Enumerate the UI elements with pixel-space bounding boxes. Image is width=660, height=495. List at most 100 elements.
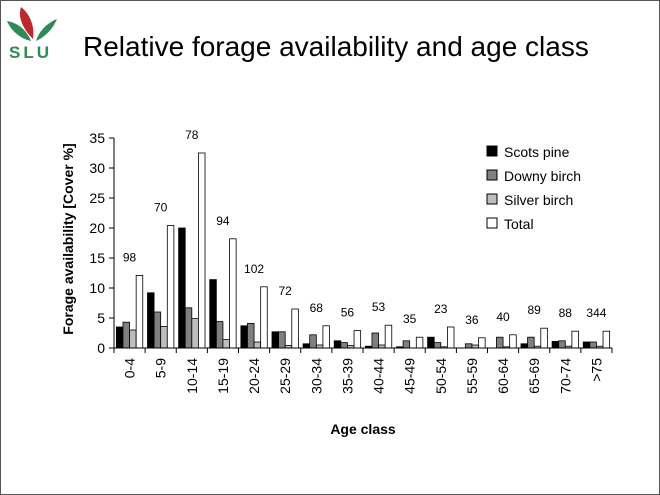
bar xyxy=(147,292,155,349)
bar xyxy=(384,324,393,349)
bar xyxy=(415,336,424,349)
bar xyxy=(478,337,486,349)
bar xyxy=(333,340,342,349)
bar xyxy=(558,340,566,349)
bar xyxy=(191,318,199,349)
bar xyxy=(247,322,255,349)
x-tick-label: 0-4 xyxy=(122,358,138,378)
bar xyxy=(215,321,224,349)
count-annotation: 53 xyxy=(372,300,386,314)
logo-leaf-green-left xyxy=(7,21,31,41)
bar xyxy=(551,340,560,349)
count-annotation: 89 xyxy=(528,303,542,317)
bar xyxy=(178,227,186,349)
bar xyxy=(464,343,473,349)
x-tick-label: 55-59 xyxy=(464,358,480,394)
legend-swatch xyxy=(486,217,498,229)
x-tick-label: 45-49 xyxy=(402,358,418,394)
bar xyxy=(571,330,579,349)
bar xyxy=(278,331,286,349)
count-annotation: 94 xyxy=(216,214,230,228)
bar xyxy=(322,325,330,349)
count-annotations: 98 70 78 94 102 72 68 56 53 35 23 36 40 89 88 344 xyxy=(123,128,607,327)
bar xyxy=(166,225,175,349)
bar xyxy=(240,325,248,349)
bar xyxy=(253,341,262,349)
count-annotation: 36 xyxy=(465,313,479,327)
count-annotation: 35 xyxy=(403,312,417,326)
bar xyxy=(589,341,597,349)
slu-logo xyxy=(7,7,57,41)
y-tick-label: 20 xyxy=(89,220,105,236)
x-tick-label: 50-54 xyxy=(433,358,449,394)
legend: Scots pine Downy birch Silver birch Total xyxy=(486,144,581,232)
bar xyxy=(198,152,206,349)
bar xyxy=(582,341,591,349)
x-tick-label: 20-24 xyxy=(246,358,262,394)
bar xyxy=(520,343,528,349)
bar xyxy=(271,331,279,349)
bar xyxy=(153,311,162,349)
y-tick-label: 10 xyxy=(89,280,105,296)
x-tick-label: 35-39 xyxy=(339,358,355,394)
x-tick-label: 10-14 xyxy=(184,358,200,394)
bar xyxy=(160,325,168,349)
count-annotation: 40 xyxy=(496,310,510,324)
y-tick-label: 5 xyxy=(97,310,105,326)
bar xyxy=(427,336,435,349)
y-tick-label: 25 xyxy=(89,190,105,206)
legend-label: Total xyxy=(504,216,534,232)
bar xyxy=(302,343,311,349)
bar xyxy=(222,339,230,349)
count-annotation: 102 xyxy=(244,262,264,276)
x-tick-label: 65-69 xyxy=(526,358,542,394)
count-annotation: 56 xyxy=(341,306,355,320)
count-annotation: 72 xyxy=(279,284,293,298)
count-annotation: 344 xyxy=(586,306,606,320)
bar xyxy=(353,330,362,349)
x-tick-label: 30-34 xyxy=(308,358,324,394)
x-tick-label: 15-19 xyxy=(215,358,231,394)
bar xyxy=(209,279,217,349)
bar xyxy=(433,342,442,349)
x-tick-label: 5-9 xyxy=(153,358,169,378)
bar xyxy=(122,321,130,349)
bar xyxy=(309,334,317,349)
bar xyxy=(447,326,455,349)
bars xyxy=(115,152,611,349)
bar xyxy=(129,329,137,349)
slide-title: Relative forage availability and age cla… xyxy=(83,31,589,62)
bar xyxy=(229,238,237,349)
count-annotation: 78 xyxy=(185,128,199,142)
y-axis-title: Forage availability [Cover %] xyxy=(60,143,76,334)
bar xyxy=(291,308,299,349)
x-tick-label: 60-64 xyxy=(495,358,511,394)
bar xyxy=(340,342,348,349)
count-annotation: 88 xyxy=(559,306,573,320)
legend-swatch xyxy=(486,169,498,181)
count-annotation: 68 xyxy=(310,301,324,315)
bar xyxy=(184,307,193,349)
x-tick-label: 40-44 xyxy=(371,358,387,394)
bar xyxy=(402,340,411,349)
bar xyxy=(509,334,517,349)
x-axis: 0-4 5-9 10-14 15-19 20-24 25-29 30-34 35-39 40-4… xyxy=(113,347,613,394)
legend-label: Silver birch xyxy=(504,192,573,208)
y-tick-label: 35 xyxy=(89,130,105,146)
logo-leaf-red xyxy=(19,7,34,39)
logo-leaf-green-right xyxy=(36,19,57,41)
bar xyxy=(496,336,504,349)
count-annotation: 70 xyxy=(154,201,168,215)
bar xyxy=(135,274,144,349)
logo-text: SLU xyxy=(9,43,52,62)
bar xyxy=(602,330,611,349)
count-annotation: 23 xyxy=(434,302,448,316)
x-axis-title: Age class xyxy=(330,421,396,437)
x-tick-label: 70-74 xyxy=(557,358,573,394)
x-tick-label: 25-29 xyxy=(277,358,293,394)
bar xyxy=(527,336,535,349)
count-annotation: 98 xyxy=(123,250,137,264)
y-tick-label: 15 xyxy=(89,250,105,266)
